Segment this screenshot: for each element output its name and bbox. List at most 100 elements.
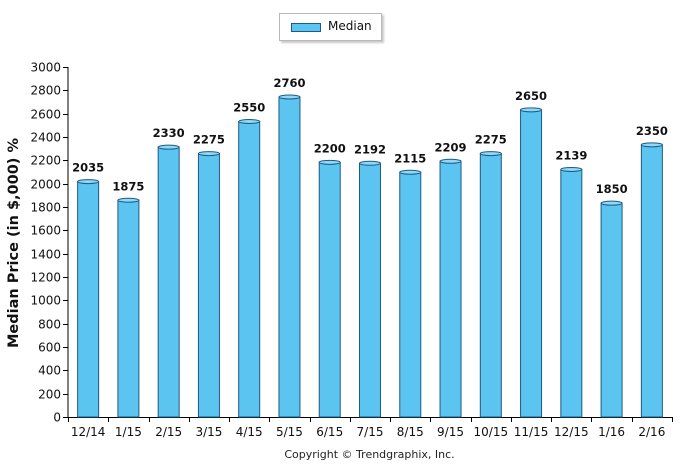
x-tick-label: 3/15 [195,425,222,439]
x-tick-label: 2/16 [638,425,665,439]
data-label: 1850 [596,182,628,196]
y-tick-label: 1400 [30,248,61,262]
y-tick-label: 1600 [30,224,61,238]
x-tick-label: 2/15 [155,425,182,439]
legend: Median [279,13,382,41]
y-axis-title: Median Price (in $,000) % [6,137,22,349]
bar-5-15 [278,94,301,418]
y-tick-label: 2200 [30,154,61,168]
bar-cap [399,169,422,175]
bar-body [399,171,422,418]
bar-12-14 [77,179,100,418]
data-label: 2330 [153,126,185,140]
bar-cap [238,119,261,124]
x-axis: 12/14 1/15 2/15 3/15 4/15 5/15 6/15 7/15 8/15 9/1… [68,417,673,439]
bar-body [600,202,623,418]
bar-body [479,153,502,418]
bar-2-16 [640,142,663,418]
data-label: 2200 [314,141,346,155]
bar-body [318,161,341,418]
y-tick-label: 400 [38,364,61,378]
bar-9-15 [439,158,462,418]
y-tick-label: 1200 [30,271,61,285]
bar-8-15 [399,169,422,418]
data-label: 2275 [475,133,507,147]
bar-11-15 [520,107,543,418]
bar-1-15 [117,197,140,418]
data-label: 2139 [555,148,587,162]
data-label: 2350 [636,124,668,138]
x-tick-label: 1/15 [115,425,142,439]
y-tick-label: 1800 [30,201,61,215]
bar-body [157,146,180,418]
x-tick-label: 5/15 [276,425,303,439]
bar-3-15 [197,151,220,418]
data-label: 2209 [435,140,467,154]
bar-body [278,96,301,418]
bar-cap [359,160,381,166]
bar-cap [157,144,180,150]
bars [77,94,663,418]
bar-cap [77,179,100,185]
bar-cap [318,159,341,165]
bar-7-15 [359,160,381,418]
legend-label-median: Median [328,19,372,33]
y-tick-label: 2800 [30,84,61,98]
x-tick-label: 9/15 [437,425,464,439]
bar-body [77,181,100,418]
bar-body [439,160,462,418]
value-labels: 2035 1875 2330 2275 2550 2760 2200 2192 2115 2209… [72,76,668,196]
data-label: 2035 [72,161,104,175]
bar-cap [600,200,623,206]
bar-cap [197,151,220,157]
data-label: 2550 [233,101,265,115]
y-tick-label: 2600 [30,108,61,122]
bar-cap [560,166,583,172]
bar-cap [278,94,301,100]
x-tick-label: 10/15 [474,425,509,439]
x-tick-label: 12/14 [71,425,106,439]
y-tick-label: 0 [53,411,61,425]
x-tick-label: 11/15 [514,425,549,439]
y-tick-label: 2400 [30,131,61,145]
data-label: 1875 [112,179,144,193]
y-tick-label: 1000 [30,294,61,308]
bar-body [197,153,220,418]
bar-body [359,162,381,418]
bar-body [238,121,261,418]
bar-4-15 [238,119,261,418]
bar-6-15 [318,159,341,418]
bar-cap [439,158,462,164]
bar-12-15 [560,166,583,418]
bar-body [520,109,543,418]
x-tick-label: 8/15 [397,425,424,439]
bar-cap [479,151,502,157]
y-tick-label: 800 [38,318,61,332]
x-tick-label: 7/15 [357,425,384,439]
legend-swatch-median [291,23,321,32]
x-tick-label: 6/15 [316,425,343,439]
y-tick-label: 2000 [30,178,61,192]
bar-cap [640,142,663,148]
data-label: 2192 [354,142,386,156]
bar-cap [117,197,140,203]
bar-body [117,199,140,418]
bar-body [640,144,663,418]
bar-2-15 [157,144,180,418]
bar-1-16 [600,200,623,418]
data-label: 2115 [394,151,426,165]
bar-cap [520,107,543,113]
x-tick-label: 12/15 [554,425,589,439]
bar-body [560,168,583,418]
data-label: 2760 [273,76,305,90]
y-tick-label: 200 [38,388,61,402]
y-axis: 0 200 400 600 800 1000 1200 1400 1600 1800 2000 220… [30,61,69,425]
bar-10-15 [479,151,502,418]
data-label: 2275 [193,133,225,147]
x-tick-label: 4/15 [236,425,263,439]
x-tick-label: 1/16 [598,425,625,439]
y-tick-label: 600 [38,341,61,355]
data-label: 2650 [515,89,547,103]
copyright-text: Copyright © Trendgraphix, Inc. [284,448,455,461]
